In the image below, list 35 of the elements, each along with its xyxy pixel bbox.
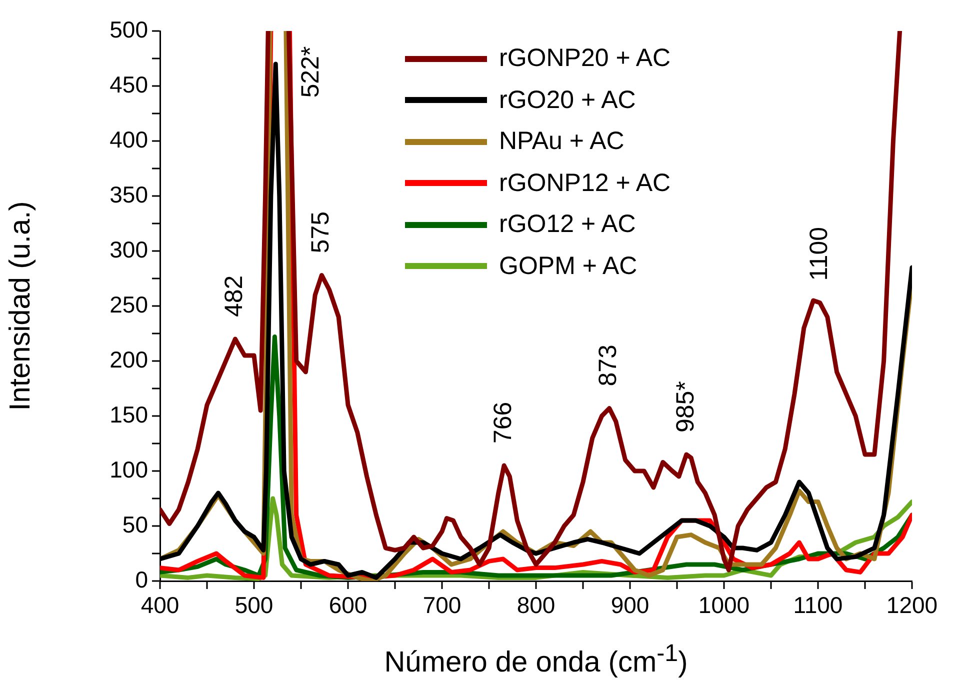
x-tick-label: 1000 — [698, 592, 750, 618]
annotation: 575 — [306, 211, 335, 254]
y-tick-label: 150 — [110, 401, 148, 428]
x-axis-title: Número de onda (cm$^{-1}$) — [383, 640, 689, 680]
annotation: 1100 — [804, 226, 833, 281]
x-tick-label: 900 — [610, 592, 650, 618]
x-tick-label: 400 — [140, 592, 180, 618]
y-tick-label: 200 — [110, 346, 148, 372]
y-tick-label: 500 — [110, 16, 148, 42]
annotation: 522* — [296, 46, 325, 98]
y-tick-label: 450 — [110, 71, 148, 98]
legend-label: rGONP20 + AC — [499, 44, 671, 74]
y-tick-label: 250 — [110, 291, 148, 318]
legend-label: NPAu + AC — [499, 127, 624, 156]
y-axis-title: Intensidad (u.a.) — [4, 201, 36, 411]
x-tick-label: 600 — [328, 592, 368, 618]
legend-label: rGONP12 + AC — [499, 168, 671, 198]
x-tick-label: 500 — [234, 592, 274, 618]
annotation: 985* — [671, 380, 700, 433]
annotation: 873 — [594, 344, 622, 386]
y-tick-label: 100 — [110, 456, 148, 482]
y-tick-label: 400 — [110, 126, 148, 152]
legend-label: GOPM + AC — [499, 252, 638, 281]
x-tick-label: 700 — [422, 592, 462, 618]
y-tick-label: 300 — [110, 236, 148, 262]
x-tick-label: 800 — [516, 592, 556, 618]
legend-label: rGO12 + AC — [499, 210, 636, 240]
annotation: 482 — [220, 275, 248, 318]
x-tick-label: 1200 — [886, 592, 938, 618]
annotation: 766 — [488, 402, 517, 444]
y-tick-label: 50 — [122, 511, 148, 538]
y-tick-label: 350 — [110, 181, 148, 208]
legend-label: rGO20 + AC — [499, 86, 636, 115]
x-tick-label: 1100 — [793, 592, 843, 618]
y-tick-label: 0 — [135, 566, 148, 592]
